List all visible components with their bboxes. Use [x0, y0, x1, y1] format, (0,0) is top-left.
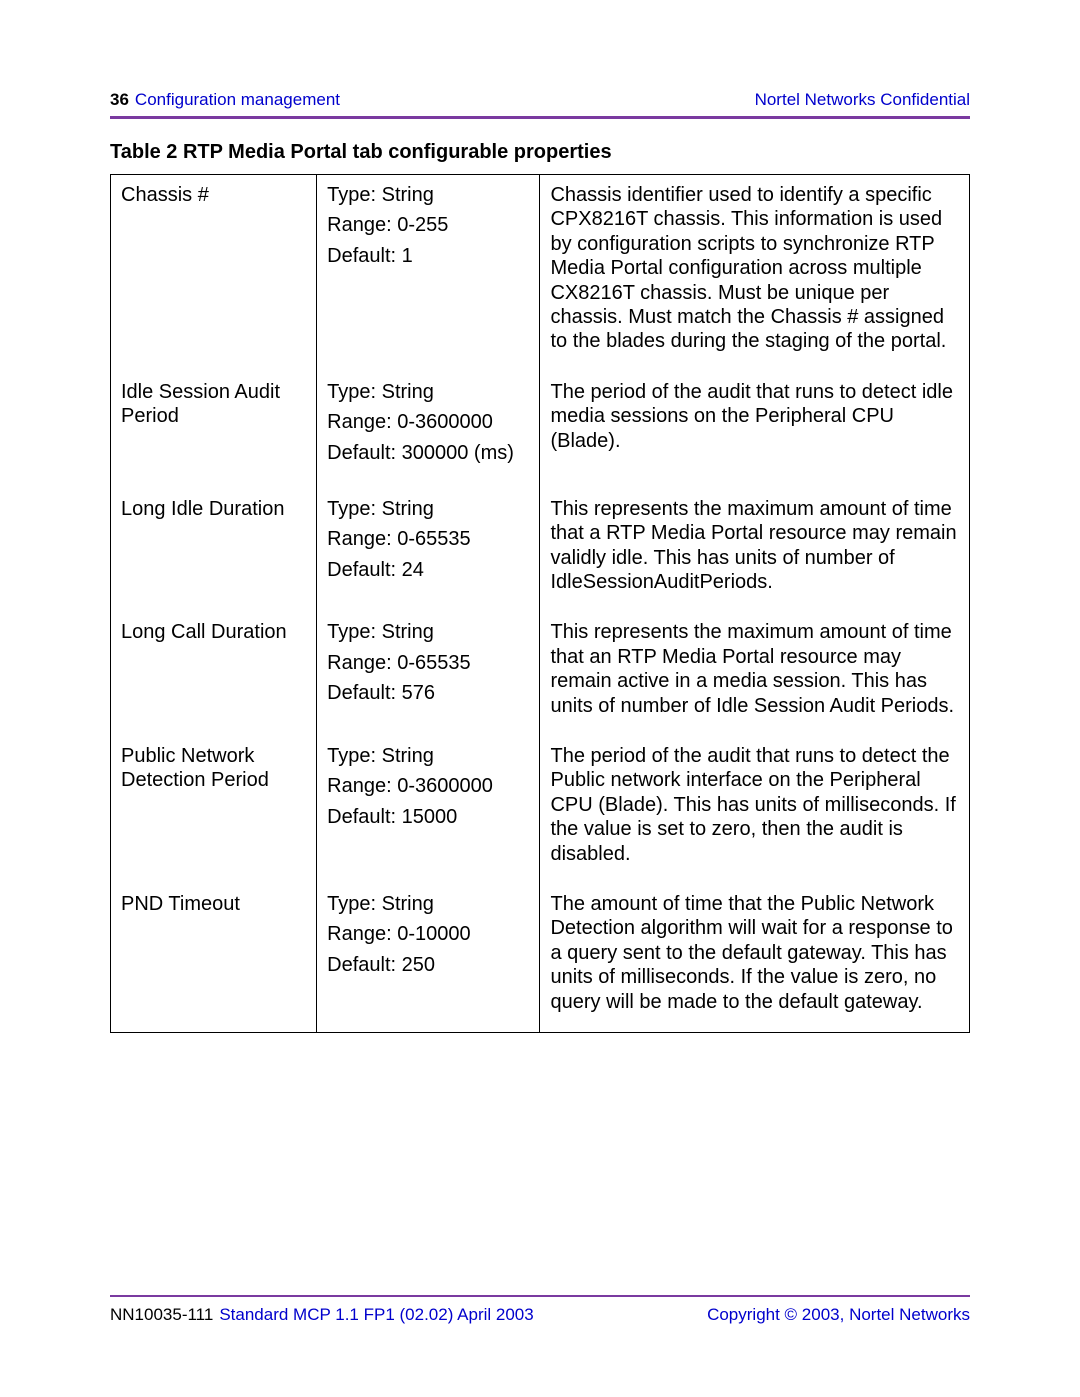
table-row: Long Idle Duration Type: String Range: 0…	[111, 489, 970, 613]
footer-left: NN10035-111 Standard MCP 1.1 FP1 (02.02) …	[110, 1305, 534, 1325]
footer-row: NN10035-111 Standard MCP 1.1 FP1 (02.02) …	[110, 1305, 970, 1325]
prop-default: Default: 576	[327, 681, 529, 705]
release-info: Standard MCP 1.1 FP1 (02.02) April 2003	[219, 1305, 533, 1324]
prop-desc: This represents the maximum amount of ti…	[540, 612, 970, 736]
prop-type: Type: String	[327, 380, 529, 404]
prop-name: Public Network Detection Period	[111, 736, 317, 884]
prop-name: Long Idle Duration	[111, 489, 317, 613]
page-number: 36	[110, 90, 129, 109]
prop-range: Range: 0-3600000	[327, 410, 529, 434]
prop-range: Range: 0-10000	[327, 922, 529, 946]
footer-divider	[110, 1295, 970, 1297]
prop-range: Range: 0-65535	[327, 651, 529, 675]
table-row: Chassis # Type: String Range: 0-255 Defa…	[111, 175, 970, 372]
prop-type: Type: String	[327, 620, 529, 644]
header-left: 36 Configuration management	[110, 90, 340, 110]
prop-type: Type: String	[327, 183, 529, 207]
prop-spec: Type: String Range: 0-3600000 Default: 3…	[317, 372, 540, 489]
table-row: Public Network Detection Period Type: St…	[111, 736, 970, 884]
prop-desc: The period of the audit that runs to det…	[540, 372, 970, 489]
table-row: Long Call Duration Type: String Range: 0…	[111, 612, 970, 736]
prop-desc: Chassis identifier used to identify a sp…	[540, 175, 970, 372]
prop-name: Long Call Duration	[111, 612, 317, 736]
page-footer: NN10035-111 Standard MCP 1.1 FP1 (02.02) …	[110, 1295, 970, 1325]
prop-name: Idle Session Audit Period	[111, 372, 317, 489]
header-confidential: Nortel Networks Confidential	[755, 90, 970, 110]
prop-spec: Type: String Range: 0-255 Default: 1	[317, 175, 540, 372]
page: 36 Configuration management Nortel Networ…	[0, 0, 1080, 1397]
prop-default: Default: 300000 (ms)	[327, 441, 529, 465]
table-row: PND Timeout Type: String Range: 0-10000 …	[111, 884, 970, 1032]
prop-name: PND Timeout	[111, 884, 317, 1032]
prop-spec: Type: String Range: 0-65535 Default: 576	[317, 612, 540, 736]
prop-default: Default: 1	[327, 244, 529, 268]
table-title: Table 2 RTP Media Portal tab configurabl…	[110, 141, 970, 164]
prop-spec: Type: String Range: 0-3600000 Default: 1…	[317, 736, 540, 884]
prop-spec: Type: String Range: 0-10000 Default: 250	[317, 884, 540, 1032]
prop-type: Type: String	[327, 892, 529, 916]
prop-type: Type: String	[327, 497, 529, 521]
prop-default: Default: 250	[327, 953, 529, 977]
table-row: Idle Session Audit Period Type: String R…	[111, 372, 970, 489]
doc-id: NN10035-111	[110, 1305, 213, 1324]
prop-name: Chassis #	[111, 175, 317, 372]
prop-spec: Type: String Range: 0-65535 Default: 24	[317, 489, 540, 613]
prop-range: Range: 0-255	[327, 213, 529, 237]
prop-type: Type: String	[327, 744, 529, 768]
footer-copyright: Copyright © 2003, Nortel Networks	[707, 1305, 970, 1325]
header-divider	[110, 116, 970, 119]
prop-desc: The amount of time that the Public Netwo…	[540, 884, 970, 1032]
prop-default: Default: 15000	[327, 805, 529, 829]
prop-desc: This represents the maximum amount of ti…	[540, 489, 970, 613]
properties-table: Chassis # Type: String Range: 0-255 Defa…	[110, 174, 970, 1033]
page-header: 36 Configuration management Nortel Networ…	[110, 90, 970, 110]
prop-desc: The period of the audit that runs to det…	[540, 736, 970, 884]
prop-range: Range: 0-65535	[327, 527, 529, 551]
section-title: Configuration management	[135, 90, 340, 109]
prop-default: Default: 24	[327, 558, 529, 582]
prop-range: Range: 0-3600000	[327, 774, 529, 798]
